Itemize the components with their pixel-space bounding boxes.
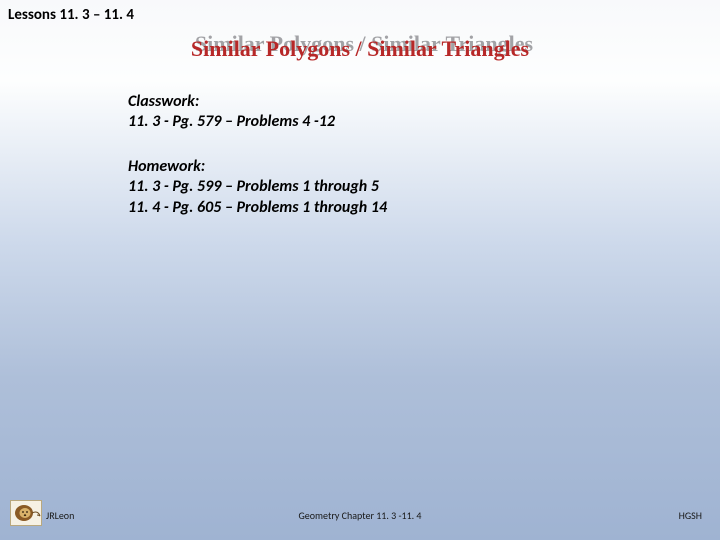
- lessons-header: Lessons 11. 3 – 11. 4: [8, 6, 134, 24]
- homework-block: Homework: 11. 3 - Pg. 599 – Problems 1 t…: [128, 157, 680, 218]
- homework-line-1: 11. 3 - Pg. 599 – Problems 1 through 5: [128, 177, 680, 197]
- slide-title: Similar Polygons / Similar Triangles Sim…: [191, 36, 529, 62]
- homework-heading: Homework:: [128, 157, 680, 177]
- footer-center: Geometry Chapter 11. 3 -11. 4: [0, 509, 720, 522]
- slide-title-text: Similar Polygons / Similar Triangles: [191, 36, 529, 61]
- classwork-heading: Classwork:: [128, 92, 680, 112]
- classwork-block: Classwork: 11. 3 - Pg. 579 – Problems 4 …: [128, 92, 680, 133]
- classwork-line-1: 11. 3 - Pg. 579 – Problems 4 -12: [128, 112, 680, 132]
- slide-title-wrap: Similar Polygons / Similar Triangles Sim…: [0, 36, 720, 62]
- homework-line-2: 11. 4 - Pg. 605 – Problems 1 through 14: [128, 198, 680, 218]
- content-body: Classwork: 11. 3 - Pg. 579 – Problems 4 …: [128, 92, 680, 242]
- footer-right: HGSH: [679, 509, 702, 522]
